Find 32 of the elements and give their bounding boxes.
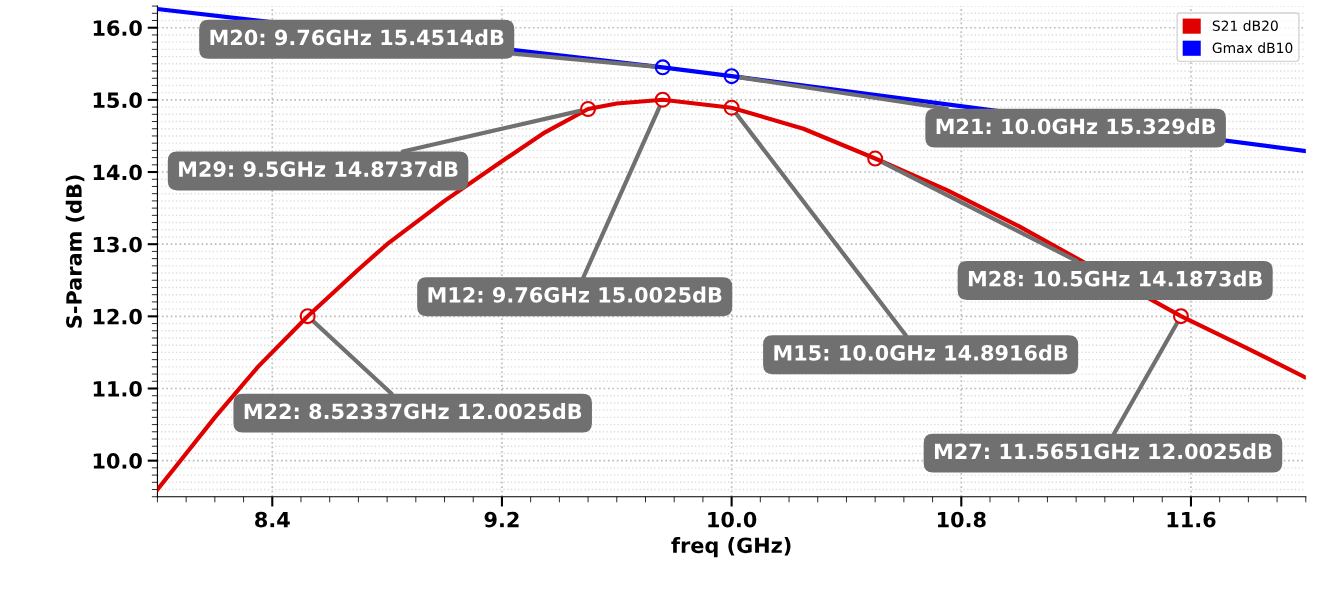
y-tick-label: 15.0 xyxy=(93,92,142,109)
y-tick-label: 12.0 xyxy=(93,308,142,325)
x-axis-title: freq (GHz) xyxy=(671,537,791,558)
annotation: M29: 9.5GHz 14.8737dB xyxy=(179,160,458,178)
point xyxy=(723,99,740,116)
annotation: M20: 9.76GHz 15.4514dB xyxy=(210,29,504,46)
point xyxy=(654,91,671,108)
point xyxy=(654,59,671,76)
annotation: M22: 8.52337GHz 12.0025dB xyxy=(244,403,582,420)
y-tick-label: 10.0 xyxy=(93,453,142,469)
y-tick-label: 14.0 xyxy=(93,164,142,181)
y-tick-label: 11.0 xyxy=(93,380,142,397)
x-tick-label: 10.8 xyxy=(937,511,986,528)
annotation: M28: 10.5GHz 14.1873dB xyxy=(968,270,1262,287)
y-axis-title: S-Param (dB) xyxy=(65,175,85,328)
point xyxy=(299,308,316,325)
point xyxy=(580,101,597,117)
x-tick-label: 11.6 xyxy=(1167,511,1216,528)
legend-label: S21 dB20 xyxy=(1212,20,1278,31)
annotation: M21: 10.0GHz 15.329dB xyxy=(936,118,1216,135)
legend-label: Gmax dB10 xyxy=(1212,42,1293,54)
y-tick-label: 16.0 xyxy=(93,20,142,36)
point xyxy=(867,150,884,167)
annotation: M27: 11.5651GHz 12.0025dB xyxy=(934,443,1272,460)
x-tick-label: 10.0 xyxy=(708,511,757,528)
x-tick-label: 8.4 xyxy=(255,511,290,528)
point xyxy=(723,68,740,85)
annotation: M12: 9.76GHz 15.0025dB xyxy=(428,286,722,303)
x-tick-label: 9.2 xyxy=(484,511,519,528)
annotation: M15: 10.0GHz 14.8916dB xyxy=(774,344,1068,361)
point xyxy=(1172,308,1189,325)
y-tick-label: 13.0 xyxy=(93,236,142,253)
